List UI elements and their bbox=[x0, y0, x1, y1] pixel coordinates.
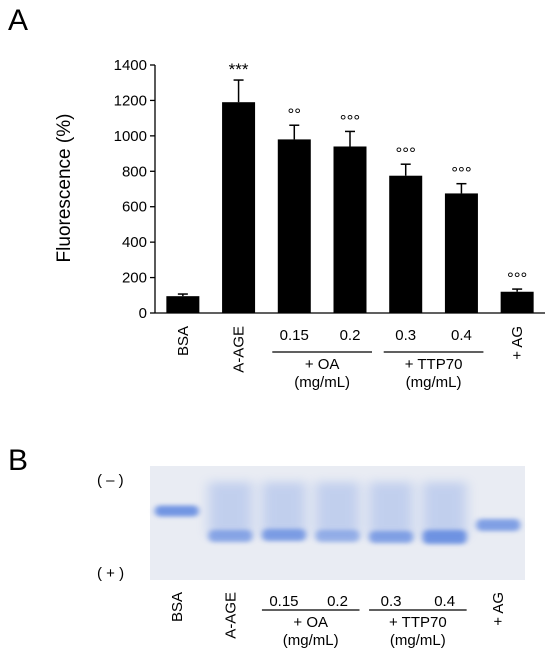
y-axis: 0 200 400 600 800 1000 1200 1400 bbox=[114, 57, 545, 322]
category-label: A-AGE bbox=[222, 592, 239, 639]
lane-groups: + OA(mg/mL)+ TTP70(mg/mL) bbox=[261, 609, 467, 649]
panel-label-b: B bbox=[8, 444, 28, 477]
significance-label: °° bbox=[287, 105, 301, 124]
category-label: 0.3 bbox=[395, 327, 416, 344]
y-tick-label: 1200 bbox=[114, 92, 147, 109]
significance-label: °°° bbox=[340, 111, 360, 130]
bar bbox=[389, 175, 423, 313]
category-label: 0.2 bbox=[340, 327, 361, 344]
category-label: BSA bbox=[175, 326, 192, 356]
gel-bands bbox=[154, 482, 521, 544]
gel-band bbox=[154, 505, 199, 517]
group-label: + TTP70 bbox=[405, 356, 463, 373]
y-tick-label: 1400 bbox=[114, 57, 147, 74]
category-label: 0.15 bbox=[269, 593, 298, 610]
group-unit: (mg/mL) bbox=[294, 374, 350, 391]
bar bbox=[444, 193, 478, 313]
gel-band bbox=[422, 530, 467, 544]
category-label: 0.3 bbox=[381, 593, 402, 610]
polarity-negative-label: ( – ) bbox=[97, 472, 124, 489]
gel-smear bbox=[208, 482, 253, 536]
group-label: + TTP70 bbox=[389, 614, 447, 631]
panel-label-a: A bbox=[8, 4, 28, 37]
category-label: 0.2 bbox=[327, 593, 348, 610]
bar bbox=[277, 139, 311, 313]
x-axis-categories: BSA A-AGE 0.15 0.2 0.3 0.4 + AG bbox=[175, 326, 526, 373]
group-label: + OA bbox=[293, 614, 328, 631]
y-tick-label: 200 bbox=[122, 270, 147, 287]
gel-band bbox=[261, 529, 306, 541]
bar bbox=[333, 146, 367, 313]
gel-band bbox=[369, 531, 414, 543]
group-label: + OA bbox=[305, 356, 340, 373]
x-axis-groups: + OA(mg/mL)+ TTP70(mg/mL) bbox=[272, 351, 484, 391]
category-label: 0.4 bbox=[434, 593, 455, 610]
category-label: + AG bbox=[490, 592, 507, 626]
gel-smear bbox=[261, 482, 306, 535]
significance-label: °°° bbox=[451, 164, 471, 183]
bar-series: ***°° °°°°°°°°°°°° bbox=[166, 60, 534, 313]
bar bbox=[222, 102, 256, 313]
polarity-positive-label: ( + ) bbox=[97, 565, 124, 582]
category-label: BSA bbox=[169, 592, 186, 622]
y-axis-label: Fluorescence (%) bbox=[54, 114, 75, 263]
y-tick-label: 0 bbox=[139, 305, 147, 322]
gel-smear bbox=[369, 482, 414, 537]
category-label: 0.15 bbox=[280, 327, 309, 344]
gel-band bbox=[476, 519, 521, 531]
category-label: 0.4 bbox=[451, 327, 472, 344]
y-tick-label: 400 bbox=[122, 234, 147, 251]
y-tick-label: 600 bbox=[122, 199, 147, 216]
group-unit: (mg/mL) bbox=[406, 374, 462, 391]
group-unit: (mg/mL) bbox=[283, 632, 339, 649]
significance-label: °°° bbox=[507, 269, 527, 288]
gel-band bbox=[315, 530, 360, 542]
group-unit: (mg/mL) bbox=[390, 632, 446, 649]
bar bbox=[166, 296, 200, 313]
significance-label: *** bbox=[229, 60, 249, 79]
category-label: + AG bbox=[509, 326, 526, 360]
gel-smear bbox=[315, 482, 360, 536]
category-label: A-AGE bbox=[231, 326, 248, 373]
lane-labels: BSA A-AGE 0.15 0.2 0.3 0.4 + AG bbox=[169, 592, 507, 639]
y-tick-label: 800 bbox=[122, 163, 147, 180]
significance-label: °°° bbox=[396, 144, 416, 163]
gel-smear bbox=[422, 482, 467, 537]
bar bbox=[500, 291, 534, 313]
gel-band bbox=[208, 530, 253, 542]
y-tick-label: 1000 bbox=[114, 128, 147, 145]
